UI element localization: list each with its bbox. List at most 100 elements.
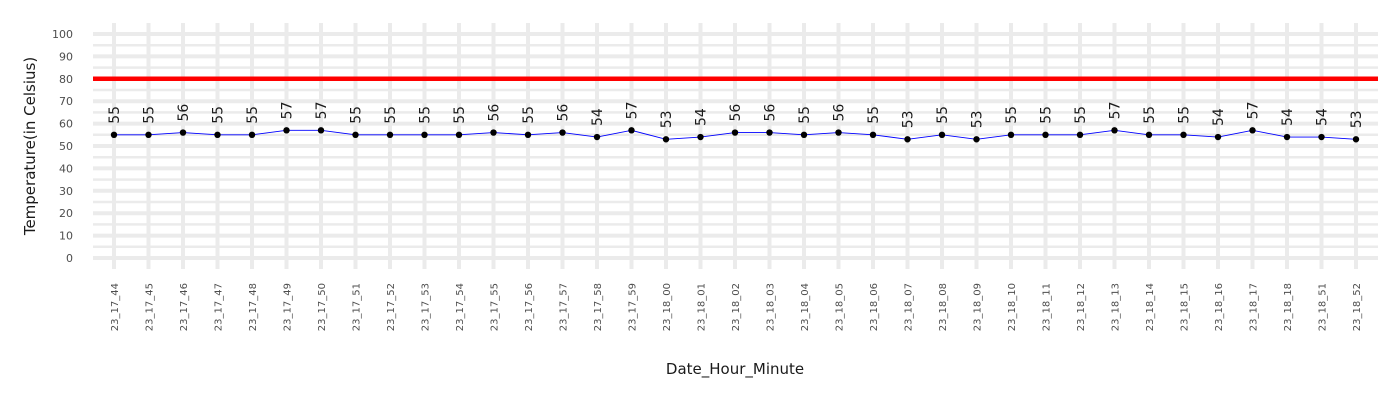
x-tick-label: 23_18_15 (1180, 283, 1191, 331)
grid (93, 23, 1378, 269)
data-value-label: 53 (901, 110, 917, 128)
data-value-label: 56 (556, 104, 572, 122)
data-point (1007, 131, 1015, 138)
data-point (1180, 131, 1187, 138)
data-point (490, 129, 497, 136)
data-point (593, 133, 601, 141)
data-value-label: 55 (418, 106, 434, 124)
x-tick-label: 23_18_17 (1249, 283, 1260, 331)
data-point (938, 131, 946, 138)
data-point (214, 131, 221, 138)
x-tick-label: 23_18_18 (1283, 283, 1294, 331)
x-tick-label: 23_17_52 (386, 283, 397, 331)
data-value-label: 57 (1108, 101, 1124, 119)
y-tick-label: 80 (59, 73, 73, 86)
x-tick-label: 23_18_12 (1076, 283, 1087, 331)
data-point (869, 131, 877, 138)
x-axis-title: Date_Hour_Minute (666, 360, 804, 379)
x-tick-label: 23_17_57 (559, 283, 570, 331)
data-value-label: 55 (245, 106, 261, 124)
data-value-label: 55 (797, 106, 813, 124)
data-value-label: 56 (176, 104, 192, 122)
x-tick-label: 23_18_51 (1318, 283, 1329, 331)
x-tick-label: 23_18_06 (869, 283, 880, 331)
x-tick-label: 23_17_45 (145, 283, 156, 331)
x-tick-labels: 23_17_44 23_17_45 23_17_46 23_17_47 23_17_48… (110, 283, 1363, 331)
y-tick-label: 50 (59, 140, 73, 153)
y-tick-label: 70 (59, 95, 73, 108)
data-point (110, 131, 118, 138)
x-tick-label: 23_18_16 (1214, 283, 1225, 331)
x-tick-label: 23_17_47 (214, 283, 225, 331)
x-tick-label: 23_17_54 (455, 283, 466, 331)
x-tick-label: 23_17_49 (283, 283, 294, 331)
x-tick-label: 23_18_01 (697, 283, 708, 331)
data-point (524, 131, 532, 138)
data-point (662, 136, 670, 143)
data-point (145, 131, 152, 138)
data-value-label: 56 (728, 104, 744, 122)
data-point (904, 136, 911, 143)
y-tick-label: 10 (59, 230, 73, 243)
x-tick-label: 23_18_03 (766, 283, 777, 331)
data-value-label: 54 (590, 108, 606, 126)
data-value-label: 54 (1315, 108, 1331, 126)
data-value-label: 57 (625, 101, 641, 119)
data-value-label: 55 (1004, 106, 1020, 124)
data-value-label: 53 (659, 110, 675, 128)
data-value-label: 53 (970, 110, 986, 128)
y-tick-label: 90 (59, 50, 73, 63)
x-tick-label: 23_18_14 (1145, 283, 1156, 331)
y-tick-label: 100 (52, 28, 73, 41)
data-value-label: 55 (349, 106, 365, 124)
x-tick-label: 23_18_02 (731, 283, 742, 331)
data-value-label: 55 (452, 106, 468, 124)
data-point (421, 131, 428, 138)
data-point (800, 131, 808, 138)
data-value-label: 57 (1246, 101, 1262, 119)
data-point (1249, 127, 1256, 134)
x-tick-label: 23_18_09 (973, 283, 984, 331)
data-value-label: 56 (763, 104, 779, 122)
data-point (386, 131, 394, 138)
x-tick-label: 23_18_11 (1042, 283, 1053, 331)
x-tick-label: 23_18_13 (1111, 283, 1122, 331)
y-tick-labels: 0 10 20 30 40 50 60 70 80 90 100 (52, 28, 73, 265)
x-tick-label: 23_18_00 (662, 283, 673, 331)
x-tick-label: 23_17_44 (110, 283, 121, 331)
data-value-label: 55 (521, 106, 537, 124)
data-value-label: 53 (1349, 110, 1365, 128)
x-tick-label: 23_18_05 (835, 283, 846, 331)
x-tick-label: 23_17_58 (593, 283, 604, 331)
series-layer (110, 127, 1360, 143)
x-tick-label: 23_18_04 (800, 283, 811, 331)
data-value-label: 56 (487, 104, 503, 122)
x-tick-label: 23_18_08 (938, 283, 949, 331)
data-value-label: 55 (142, 106, 158, 124)
y-tick-label: 20 (59, 207, 73, 220)
y-tick-label: 30 (59, 185, 73, 198)
x-tick-label: 23_17_50 (317, 283, 328, 331)
data-point (352, 131, 359, 138)
x-tick-label: 23_18_10 (1007, 283, 1018, 331)
x-tick-label: 23_17_46 (179, 283, 190, 331)
data-point (1076, 131, 1084, 138)
data-point (697, 133, 704, 141)
data-point (1214, 133, 1222, 141)
data-value-label: 55 (1142, 106, 1158, 124)
data-value-label: 55 (866, 106, 882, 124)
data-value-label: 55 (1039, 106, 1055, 124)
data-point (317, 127, 325, 134)
data-point (1042, 131, 1049, 138)
data-value-label: 55 (935, 106, 951, 124)
data-point (455, 131, 463, 138)
x-tick-label: 23_17_53 (421, 283, 432, 331)
x-tick-label: 23_17_59 (628, 283, 639, 331)
data-point (731, 129, 739, 136)
data-point (179, 129, 187, 136)
data-value-label: 55 (1073, 106, 1089, 124)
data-value-label: 55 (1177, 106, 1193, 124)
data-point (973, 136, 980, 143)
x-tick-label: 23_17_55 (490, 283, 501, 331)
data-value-label: 57 (280, 101, 296, 119)
